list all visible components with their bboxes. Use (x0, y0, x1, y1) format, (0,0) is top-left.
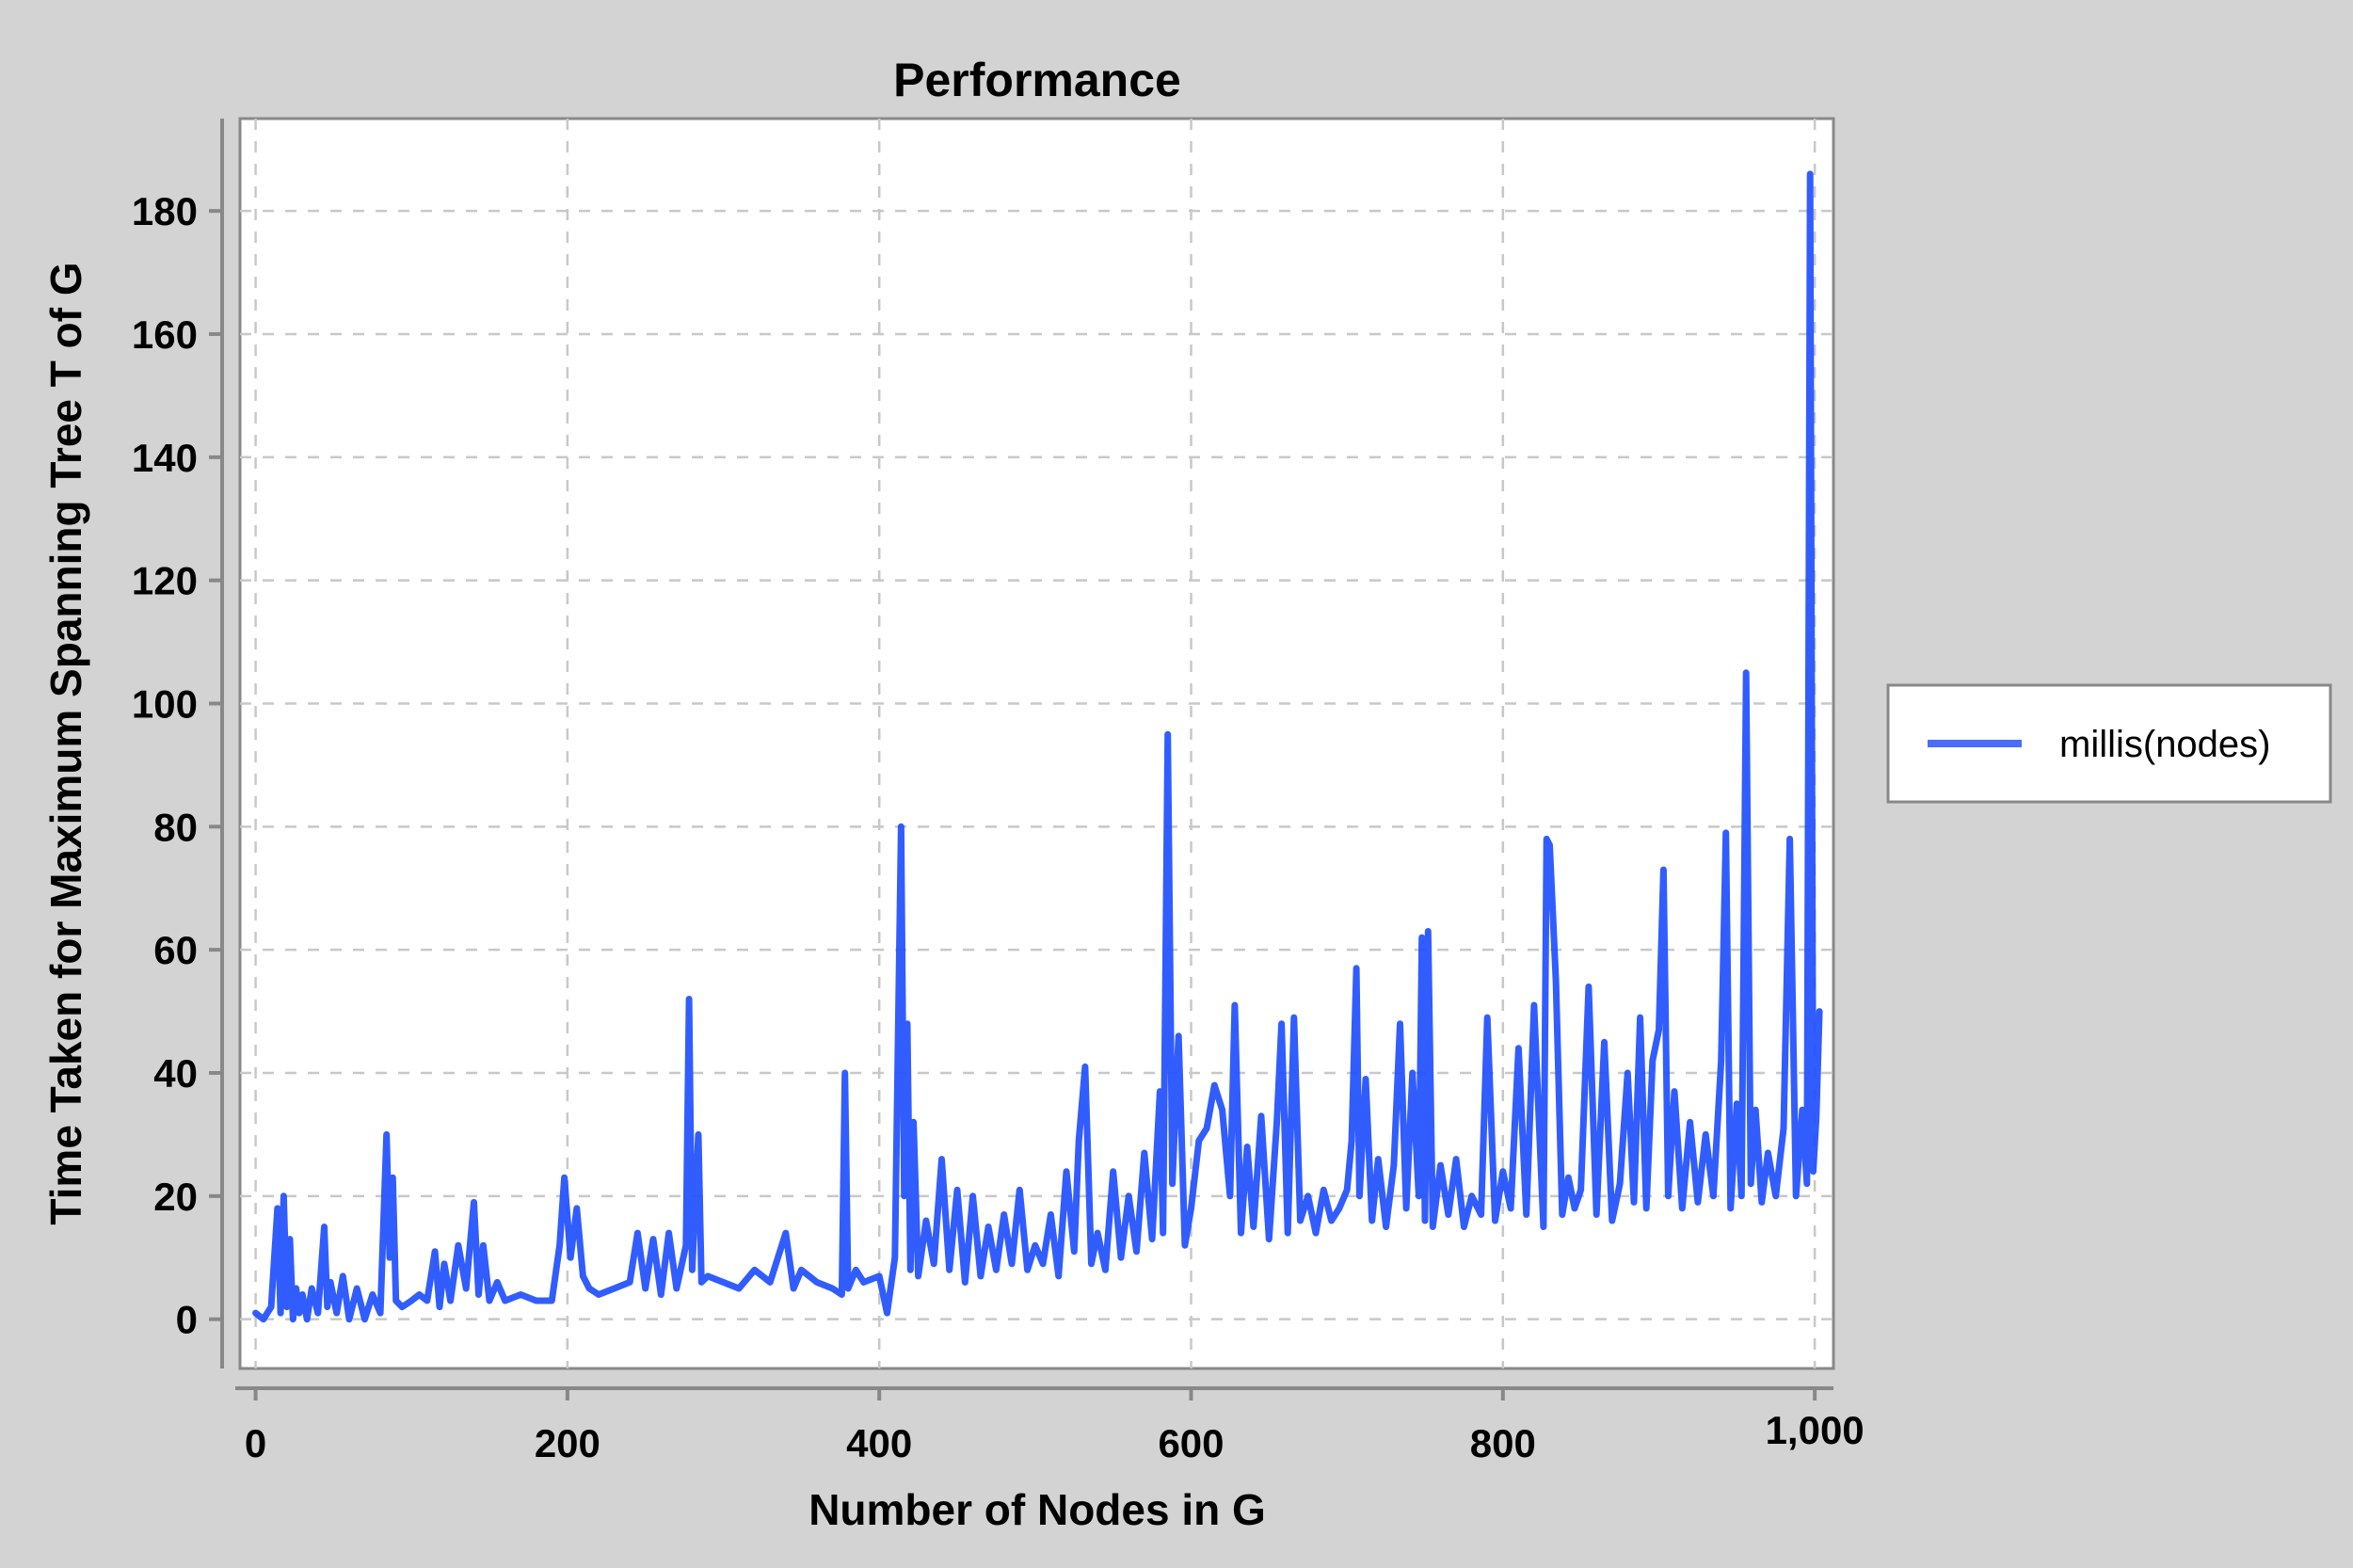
x-tick-label: 200 (535, 1421, 600, 1465)
y-tick-label: 80 (153, 805, 198, 849)
plot-area (238, 117, 1835, 1370)
y-tick-label: 120 (132, 559, 198, 603)
y-tick-label: 20 (153, 1175, 198, 1219)
chart-title: Performance (893, 54, 1181, 106)
y-tick-label: 60 (153, 928, 198, 972)
y-tick-label: 40 (153, 1051, 198, 1096)
y-tick-label: 100 (132, 681, 198, 726)
x-tick-label: 600 (1158, 1421, 1224, 1465)
x-tick-label: 800 (1470, 1421, 1536, 1465)
series-line-millis-nodes (252, 170, 1823, 1323)
x-tick-label: 1,000 (1766, 1408, 1865, 1452)
legend: millis(nodes) (1886, 683, 2332, 804)
y-tick-label: 140 (132, 436, 198, 480)
x-axis-label: Number of Nodes in G (808, 1485, 1266, 1534)
ticks: 0 200 400 600 800 1,000 0 20 40 60 80 100 120 140 160 1… (132, 189, 1865, 1465)
y-tick-label: 180 (132, 189, 198, 233)
y-tick-label: 0 (176, 1298, 198, 1342)
legend-label: millis(nodes) (2059, 724, 2271, 765)
y-tick-label: 160 (132, 312, 198, 357)
x-tick-label: 0 (245, 1421, 266, 1465)
y-axis-label: Time Taken for Maximum Spanning Tree T o… (41, 262, 90, 1224)
x-tick-label: 400 (846, 1421, 912, 1465)
series-layer (252, 170, 1823, 1323)
